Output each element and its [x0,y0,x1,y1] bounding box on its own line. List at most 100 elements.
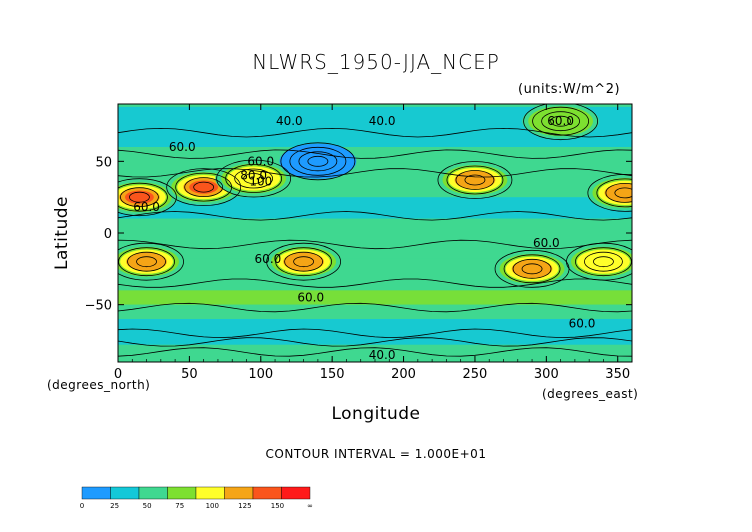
y-tick-label: 50 [95,155,112,170]
contour-line [118,211,632,221]
chart-title: NLWRS_1950-JJA_NCEP [252,50,500,74]
field-band [118,290,632,305]
contour-line [437,161,513,199]
colorbar: 0 25 50 75 100 125 150 ∞ [80,486,313,510]
contour-label: 100 [249,174,272,188]
colorbar-tick-label: 125 [238,502,251,510]
colorbar-swatch [167,486,197,500]
contour-line [293,256,315,268]
colorbar-swatch [281,486,311,500]
contour-line [120,187,159,208]
colorbar-tick-label: ∞ [307,502,313,510]
contour-line [193,181,215,193]
field-feature [528,106,594,137]
contour-lines [118,104,632,357]
contour-line [541,111,581,132]
field-band [118,247,632,259]
contour-line [129,191,150,203]
contour-line [118,278,632,288]
field-feature [283,252,325,272]
contour-line [550,115,572,127]
contour-line [596,178,632,208]
contour-line [243,173,265,184]
contour-line [307,155,329,167]
units-label: (units:W/m^2) [518,82,621,97]
x-unit-label: (degrees_north) [47,378,151,392]
contour-line [184,177,224,198]
contour-line [605,182,632,203]
y-axis-title: Latitude [52,196,72,270]
contour-line [118,127,632,138]
colorbar-tick-label: 50 [143,502,152,510]
contour-line [584,251,623,272]
contour-label: 60.0 [569,316,596,330]
contour-line [575,247,632,277]
contour-label: 40.0 [369,114,396,128]
field-band [118,319,632,345]
field-feature [126,252,167,272]
contour-line [136,256,157,268]
contour-line [118,182,168,212]
colorbar-tick-label: 0 [80,502,84,510]
contour-line [298,151,338,172]
contour-line [455,170,495,190]
contour-label: 60.0 [247,154,274,168]
colorbar-swatch [110,486,140,500]
contour-line [523,104,598,141]
contour-line [512,258,552,279]
contour-line [503,254,561,284]
contour-line [446,165,504,195]
contour-label: 60.0 [533,236,560,250]
x-tick-label: 0 [114,367,122,382]
contour-line [234,168,274,189]
contour-line [216,159,292,198]
colorbar-swatch [224,486,254,500]
field-feature [511,259,553,279]
colorbar-swatch [252,486,282,500]
x-tick-label: 200 [391,367,416,382]
contour-line [521,263,543,275]
contour-label: 60.0 [133,200,160,214]
contour-line [284,251,324,272]
contour-line [289,146,347,176]
colorbar-swatch [81,486,111,500]
x-tick-label: 350 [605,367,630,382]
contour-line [118,302,632,313]
field-feature [279,143,357,179]
heatmap-field [118,104,632,362]
contour-line [225,164,283,193]
contour-label: 80.0 [240,169,267,183]
contour-line [127,251,166,272]
contour-label: 60.0 [547,114,574,128]
contour-line [118,247,175,277]
contour-line [118,168,632,178]
contour-line [593,256,614,268]
x-tick-label: 150 [320,367,345,382]
colorbar-swatch [195,486,225,500]
x-tick-label: 100 [248,367,273,382]
contour-label: 40.0 [369,348,396,362]
contour-line [118,149,632,159]
colorbar-tick-label: 75 [175,502,184,510]
contour-line [118,178,177,217]
field-band [118,304,632,319]
colorbar-tick-label: 25 [110,502,119,510]
contour-line [614,187,632,199]
contour-line [266,242,342,281]
field-band [118,197,632,219]
axis-ticks: 0 50 100 150 200 250 300 350 50 0 −50 [85,104,633,382]
colorbar-swatch [138,486,168,500]
x-axis-title: Longitude [331,404,421,424]
contour-line [166,168,242,207]
contour-line [118,328,632,339]
colorbar-tick-label: 100 [206,502,219,510]
field-band [118,344,632,362]
x-tick-label: 300 [534,367,559,382]
contour-interval-note: CONTOUR INTERVAL = 1.000E+01 [265,447,487,461]
contour-label: 40.0 [276,114,303,128]
x-tick-label: 250 [463,367,488,382]
contour-line [280,142,356,181]
y-unit-label: (degrees_east) [542,387,639,401]
field-band [118,218,632,248]
